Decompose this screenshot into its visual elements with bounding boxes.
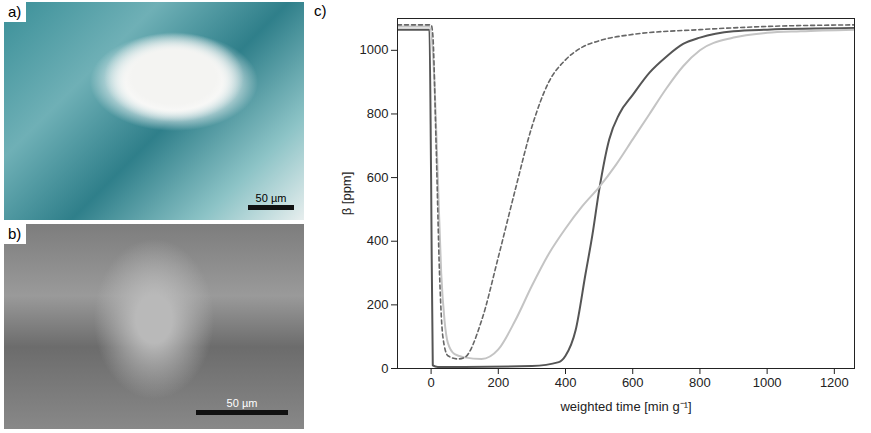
svg-text:0: 0 — [381, 361, 388, 376]
svg-text:β [ppm]: β [ppm] — [339, 172, 354, 216]
html-text:50 µm: 50 µm — [255, 192, 287, 204]
svg-text:1200: 1200 — [820, 375, 849, 390]
svg-text:1000: 1000 — [360, 42, 389, 57]
svg-text:0: 0 — [427, 375, 434, 390]
svg-text:800: 800 — [689, 375, 711, 390]
html-text:c): c) — [314, 2, 327, 19]
svg-text:800: 800 — [367, 106, 389, 121]
html-text:50 µm: 50 µm — [226, 397, 258, 409]
svg-text:400: 400 — [555, 375, 577, 390]
svg-text:600: 600 — [367, 170, 389, 185]
svg-text:200: 200 — [367, 297, 389, 312]
html-text:a): a) — [8, 3, 22, 20]
svg-text:200: 200 — [487, 375, 509, 390]
svg-text:1000: 1000 — [753, 375, 782, 390]
svg-text:400: 400 — [367, 233, 389, 248]
svg-text:600: 600 — [622, 375, 644, 390]
html-text:b): b) — [8, 225, 22, 242]
svg-text:weighted time [min g⁻¹]: weighted time [min g⁻¹] — [559, 399, 691, 414]
